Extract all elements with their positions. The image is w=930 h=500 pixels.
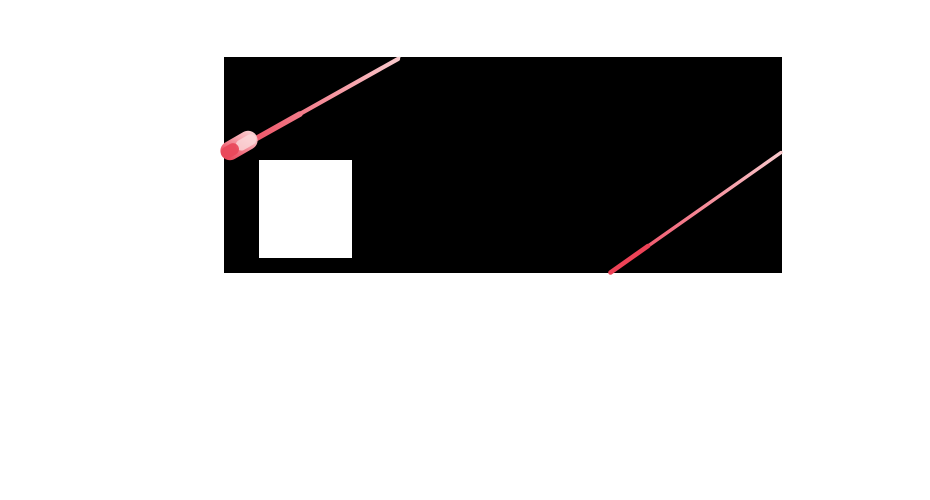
erased-white-square[interactable] [259,160,352,258]
